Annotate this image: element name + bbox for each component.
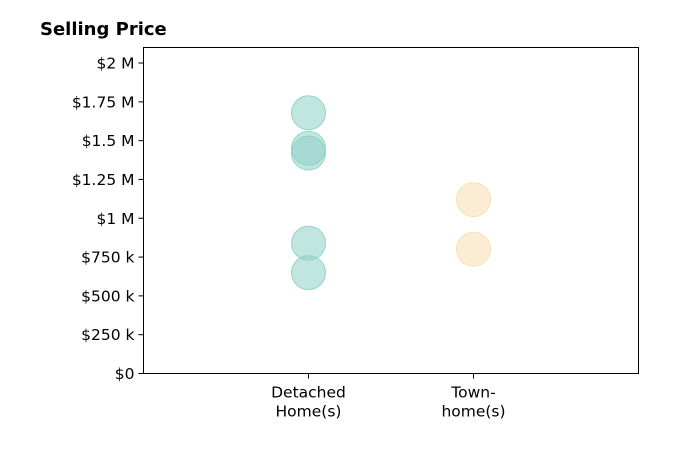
scatter-point <box>456 182 491 218</box>
plot-frame <box>143 47 639 374</box>
x-category-label-line: Detached <box>271 384 346 402</box>
y-tick-label: $250 k <box>81 326 134 344</box>
y-axis: $0 $250 k $500 k $750 k $1 M $1.25 M $1.5 M $1.… <box>72 55 144 383</box>
x-category-label: Detached Home(s) <box>271 384 346 421</box>
scatter-point <box>291 255 326 291</box>
y-tick-label: $2 M <box>96 55 134 73</box>
y-tick-label: $1.75 M <box>72 93 135 111</box>
x-category-label-line: Home(s) <box>276 403 342 421</box>
y-tick-label: $750 k <box>81 249 134 267</box>
scatter-point <box>291 225 326 261</box>
scatter-point <box>456 231 491 267</box>
x-category-label-line: home(s) <box>441 403 505 421</box>
y-tick-label: $1.5 M <box>82 132 135 150</box>
y-tick-label: $1 M <box>96 210 134 228</box>
x-category-label: Town-home(s) <box>441 384 505 421</box>
points-layer <box>291 95 491 291</box>
y-tick-label: $0 <box>115 365 135 383</box>
scatter-point <box>291 135 326 171</box>
y-tick-label: $500 k <box>81 287 134 305</box>
scatter-point <box>291 95 326 131</box>
x-axis: Detached Home(s) Town-home(s) <box>271 373 506 421</box>
y-tick-label: $1.25 M <box>72 171 135 189</box>
x-category-label-line: Town- <box>450 384 495 402</box>
chart-title: Selling Price <box>40 19 167 40</box>
